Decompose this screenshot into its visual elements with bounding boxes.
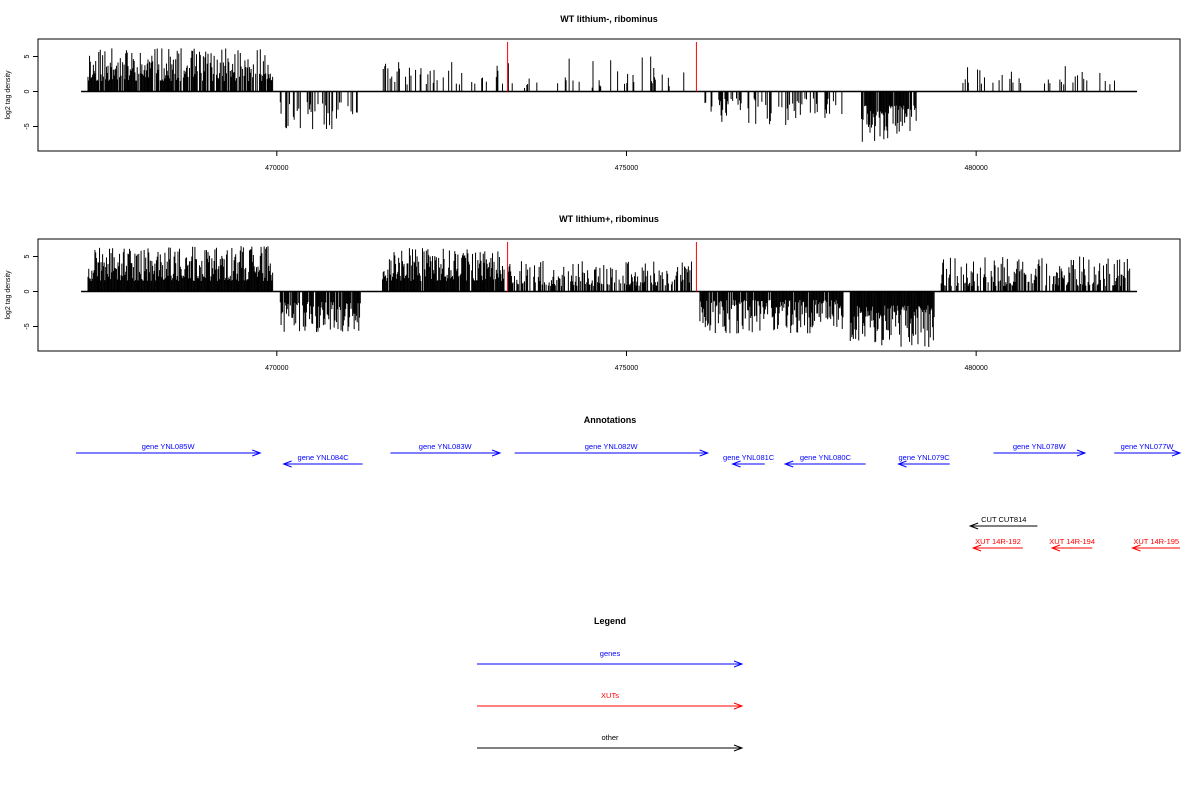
annotation-label: gene YNL085W xyxy=(142,442,196,451)
annotation-feature xyxy=(783,460,866,468)
bar-segment-6 xyxy=(861,91,917,142)
annotation-feature xyxy=(731,460,765,468)
annotation-feature xyxy=(968,522,1038,530)
y-axis-label: log2 tag density xyxy=(5,270,12,320)
legend-title: Legend xyxy=(594,616,626,626)
annotation-label: CUT CUT814 xyxy=(981,515,1026,524)
bar-segment-6 xyxy=(849,291,935,347)
x-tick-label: 480000 xyxy=(964,365,987,372)
bar-segment-1 xyxy=(87,246,274,292)
plot-frame xyxy=(37,238,1181,352)
annotation-feature xyxy=(1050,544,1093,552)
x-tick-label: 475000 xyxy=(615,165,638,172)
y-tick-label: 0 xyxy=(24,89,31,93)
bar-segment-2 xyxy=(279,91,358,130)
annotation-feature xyxy=(993,449,1087,457)
bar-segment-5 xyxy=(704,91,843,125)
legend-entry-arrow xyxy=(477,660,744,668)
annotation-label: gene YNL083W xyxy=(419,442,473,451)
annotation-feature xyxy=(897,460,950,468)
annotation-label: gene YNL082W xyxy=(585,442,639,451)
annotation-feature xyxy=(514,449,710,457)
y-tick-label: -5 xyxy=(24,323,31,329)
annotation-feature xyxy=(1131,544,1180,552)
annotation-label: gene YNL079C xyxy=(899,453,951,462)
bar-segment-1 xyxy=(87,48,274,92)
y-axis-label: log2 tag density xyxy=(5,70,12,120)
bar-segment-7 xyxy=(940,256,1131,292)
x-tick-label: 480000 xyxy=(964,165,987,172)
bar-segment-5 xyxy=(699,291,844,334)
y-tick-label: 0 xyxy=(24,289,31,293)
x-tick-label: 475000 xyxy=(615,365,638,372)
plot-frame xyxy=(37,38,1181,152)
bar-segment-4 xyxy=(507,261,692,292)
annotation-label: gene YNL080C xyxy=(800,453,852,462)
annotation-label: XUT 14R-194 xyxy=(1049,537,1095,546)
track-panel-1: WT lithium-, ribominus log2 tag density 5 0… xyxy=(5,14,1181,172)
annotation-label: gene YNL077W xyxy=(1121,442,1175,451)
bar-segment-7 xyxy=(962,66,1115,92)
bar-segment-2 xyxy=(279,291,361,333)
annotations-title: Annotations xyxy=(584,415,637,425)
y-tick-label: 5 xyxy=(24,254,31,258)
legend-entry-label: other xyxy=(601,733,619,742)
legend-entry-label: XUTs xyxy=(601,691,619,700)
annotation-feature xyxy=(971,544,1023,552)
y-tick-label: -5 xyxy=(24,123,31,129)
legend-entry-label: genes xyxy=(600,649,621,658)
y-tick-label: 5 xyxy=(24,54,31,58)
chart-title: WT lithium+, ribominus xyxy=(559,214,659,224)
x-tick-label: 470000 xyxy=(265,365,288,372)
chart-title: WT lithium-, ribominus xyxy=(560,14,658,24)
bar-segment-4 xyxy=(507,56,685,92)
bar-segment-3 xyxy=(382,62,503,92)
annotations-panel: Annotations gene YNL085W gene YNL084C gene … xyxy=(76,415,1182,552)
annotation-feature xyxy=(390,449,502,457)
annotation-feature xyxy=(282,460,363,468)
annotation-label: gene YNL084C xyxy=(298,453,350,462)
legend: Legend genes XUTs other xyxy=(477,616,744,752)
track-panel-2: WT lithium+, ribominus log2 tag density 5 0… xyxy=(5,214,1181,372)
annotation-feature xyxy=(76,449,262,457)
annotation-label: XUT 14R-195 xyxy=(1133,537,1179,546)
annotation-label: gene YNL081C xyxy=(723,453,775,462)
legend-entry-arrow xyxy=(477,744,744,752)
x-tick-label: 470000 xyxy=(265,165,288,172)
legend-entry-arrow xyxy=(477,702,744,710)
annotation-label: XUT 14R-192 xyxy=(975,537,1021,546)
bar-segment-3 xyxy=(381,248,505,292)
annotation-label: gene YNL078W xyxy=(1013,442,1067,451)
annotation-feature xyxy=(1114,449,1182,457)
